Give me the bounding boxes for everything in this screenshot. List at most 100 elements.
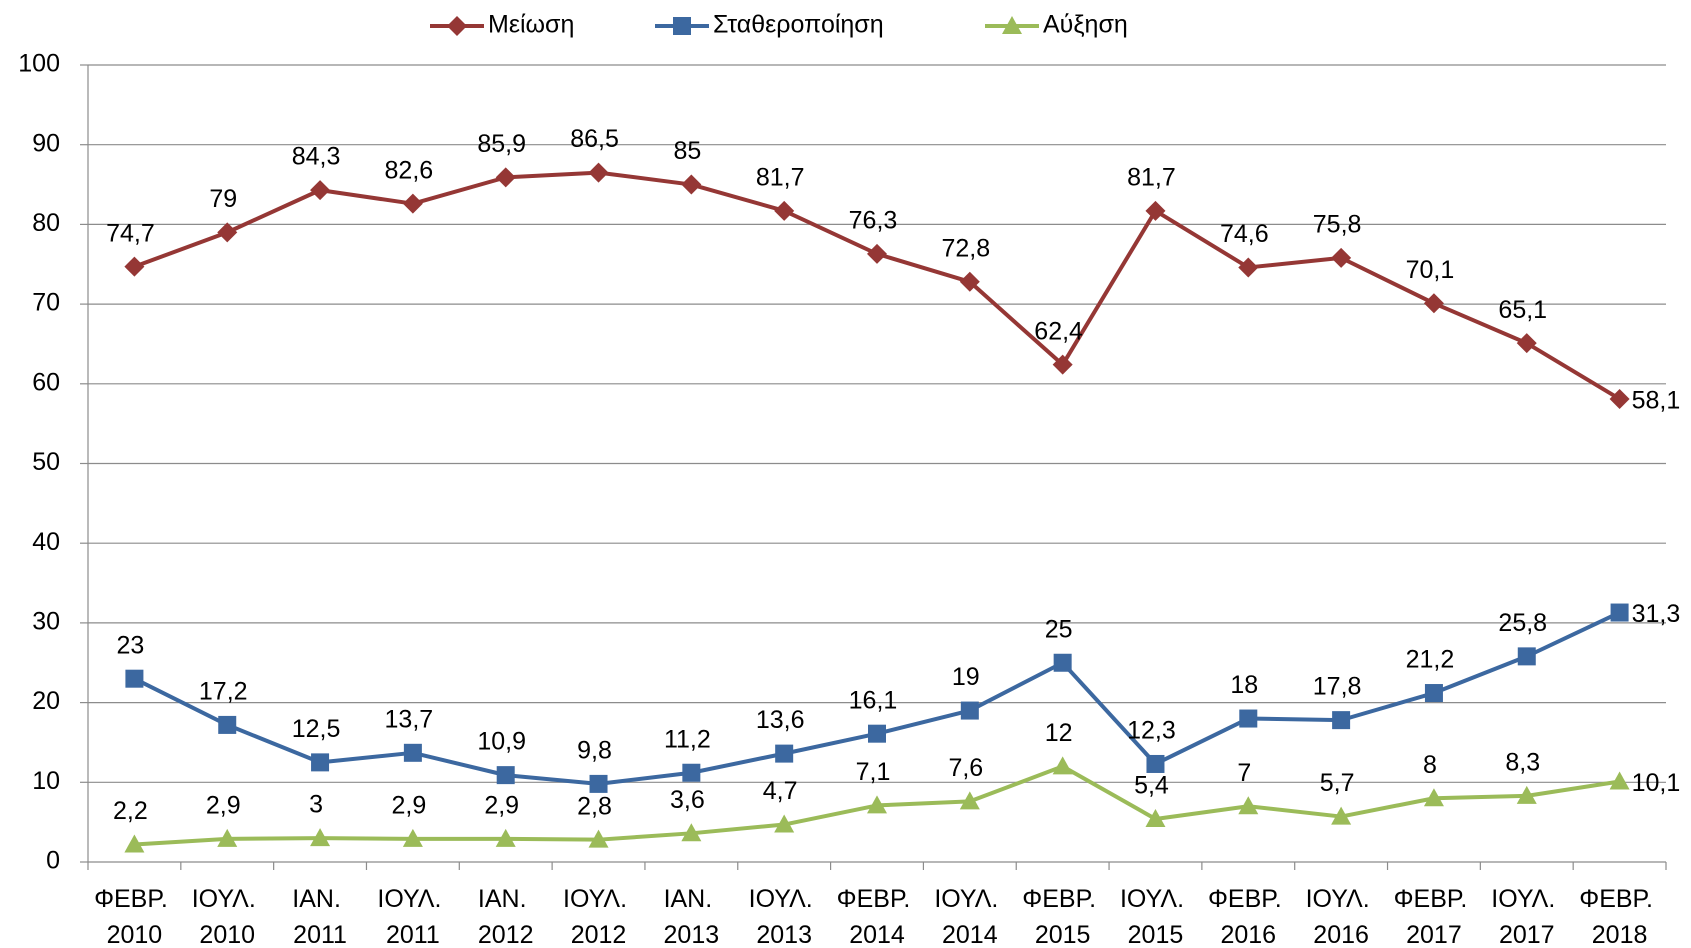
data-label: 10,1 — [1632, 769, 1681, 797]
data-point — [774, 814, 795, 833]
data-label: 85,9 — [477, 130, 526, 158]
y-tick-label: 40 — [32, 528, 60, 556]
x-tick-label: ΙΟΥΛ. 2011 — [377, 885, 448, 948]
data-point — [310, 180, 331, 201]
data-label: 2,9 — [391, 791, 426, 819]
data-point — [774, 200, 795, 221]
data-point — [867, 243, 887, 264]
data-label: 31,3 — [1632, 600, 1681, 628]
data-label: 12,5 — [292, 715, 341, 743]
x-tick-label: ΙΟΥΛ. 2017 — [1491, 885, 1562, 948]
data-label: 8,3 — [1505, 748, 1540, 776]
data-point — [217, 828, 238, 847]
data-point — [1516, 333, 1537, 354]
y-tick-label: 20 — [32, 687, 60, 715]
data-point — [1145, 200, 1166, 221]
y-tick-label: 0 — [46, 847, 60, 875]
data-point — [588, 829, 609, 848]
data-label: 4,7 — [763, 777, 798, 805]
x-tick-label: ΦΕΒΡ. 2014 — [837, 885, 918, 948]
x-tick-label: ΦΕΒΡ. 2010 — [94, 885, 175, 948]
y-tick-label: 80 — [32, 209, 60, 237]
data-label: 12,3 — [1127, 717, 1176, 745]
data-point — [125, 669, 144, 688]
data-point — [1331, 806, 1352, 825]
data-point — [402, 828, 423, 847]
data-point — [1052, 756, 1073, 775]
data-point — [1423, 788, 1444, 807]
data-point — [1053, 653, 1072, 672]
data-label: 58,1 — [1632, 387, 1681, 415]
data-point — [402, 193, 423, 214]
data-label: 25 — [1045, 615, 1073, 643]
x-tick-label: ΙΑΝ. 2011 — [292, 885, 348, 948]
data-point — [1238, 257, 1259, 278]
data-label: 82,6 — [385, 156, 434, 184]
data-point — [496, 766, 515, 785]
data-label: 85 — [673, 137, 701, 165]
data-label: 62,4 — [1034, 317, 1083, 345]
data-label: 74,6 — [1220, 220, 1269, 248]
data-label: 5,7 — [1320, 769, 1355, 797]
data-label: 13,7 — [385, 705, 434, 733]
data-point — [681, 823, 702, 842]
data-point — [1609, 388, 1630, 409]
data-label: 81,7 — [1127, 163, 1176, 191]
data-point — [589, 774, 608, 793]
x-tick-label: ΦΕΒΡ. 2015 — [1022, 885, 1103, 948]
y-tick-label: 10 — [32, 767, 60, 795]
data-point — [960, 701, 979, 720]
data-label: 76,3 — [849, 206, 898, 234]
data-point — [1610, 603, 1629, 622]
data-point — [1423, 293, 1444, 314]
data-point — [311, 753, 330, 772]
x-tick-label: ΙΑΝ. 2012 — [478, 885, 534, 948]
x-tick-label: ΙΟΥΛ. 2012 — [563, 885, 634, 948]
data-label: 7,1 — [856, 758, 891, 786]
data-label: 2,2 — [113, 797, 148, 825]
legend-label: Αύξηση — [1043, 11, 1128, 39]
y-tick-label: 60 — [32, 368, 60, 396]
data-point — [1517, 647, 1536, 666]
data-label: 23 — [117, 631, 145, 659]
data-point — [1424, 684, 1443, 703]
x-tick-label: ΦΕΒΡ. 2016 — [1208, 885, 1289, 948]
x-tick-label: ΙΟΥΛ. 2014 — [934, 885, 1005, 948]
data-label: 18 — [1230, 671, 1258, 699]
data-point — [1052, 354, 1073, 375]
data-label: 74,7 — [106, 219, 155, 247]
y-tick-label: 50 — [32, 448, 60, 476]
data-point — [1238, 796, 1259, 815]
legend-item: Αύξηση — [985, 11, 1128, 39]
x-tick-label: ΙΑΝ. 2013 — [664, 885, 720, 948]
y-tick-label: 70 — [32, 289, 60, 317]
data-point — [959, 271, 980, 292]
data-label: 2,9 — [484, 791, 519, 819]
data-label: 25,8 — [1498, 609, 1547, 637]
data-label: 12 — [1045, 719, 1073, 747]
data-point — [403, 743, 422, 762]
data-point — [495, 167, 516, 188]
data-point — [868, 724, 886, 743]
x-tick-label: ΙΟΥΛ. 2010 — [192, 885, 263, 948]
data-label: 2,8 — [577, 792, 612, 820]
data-point — [124, 256, 145, 277]
data-label: 72,8 — [941, 234, 990, 262]
data-label: 65,1 — [1498, 296, 1547, 324]
data-label: 17,8 — [1313, 673, 1362, 701]
data-label: 5,4 — [1134, 772, 1169, 800]
data-point — [124, 834, 145, 853]
data-label: 16,1 — [849, 686, 898, 714]
data-label: 13,6 — [756, 706, 805, 734]
x-tick-label: ΦΕΒΡ. 2017 — [1394, 885, 1475, 948]
data-point — [1516, 785, 1537, 804]
legend-marker — [1002, 16, 1022, 34]
data-point — [1331, 247, 1352, 268]
legend-marker — [673, 17, 691, 35]
data-point — [775, 744, 794, 763]
data-point — [959, 791, 980, 810]
data-label: 10,9 — [477, 728, 526, 756]
data-label: 81,7 — [756, 163, 805, 191]
legend-item: Μείωση — [430, 11, 574, 39]
